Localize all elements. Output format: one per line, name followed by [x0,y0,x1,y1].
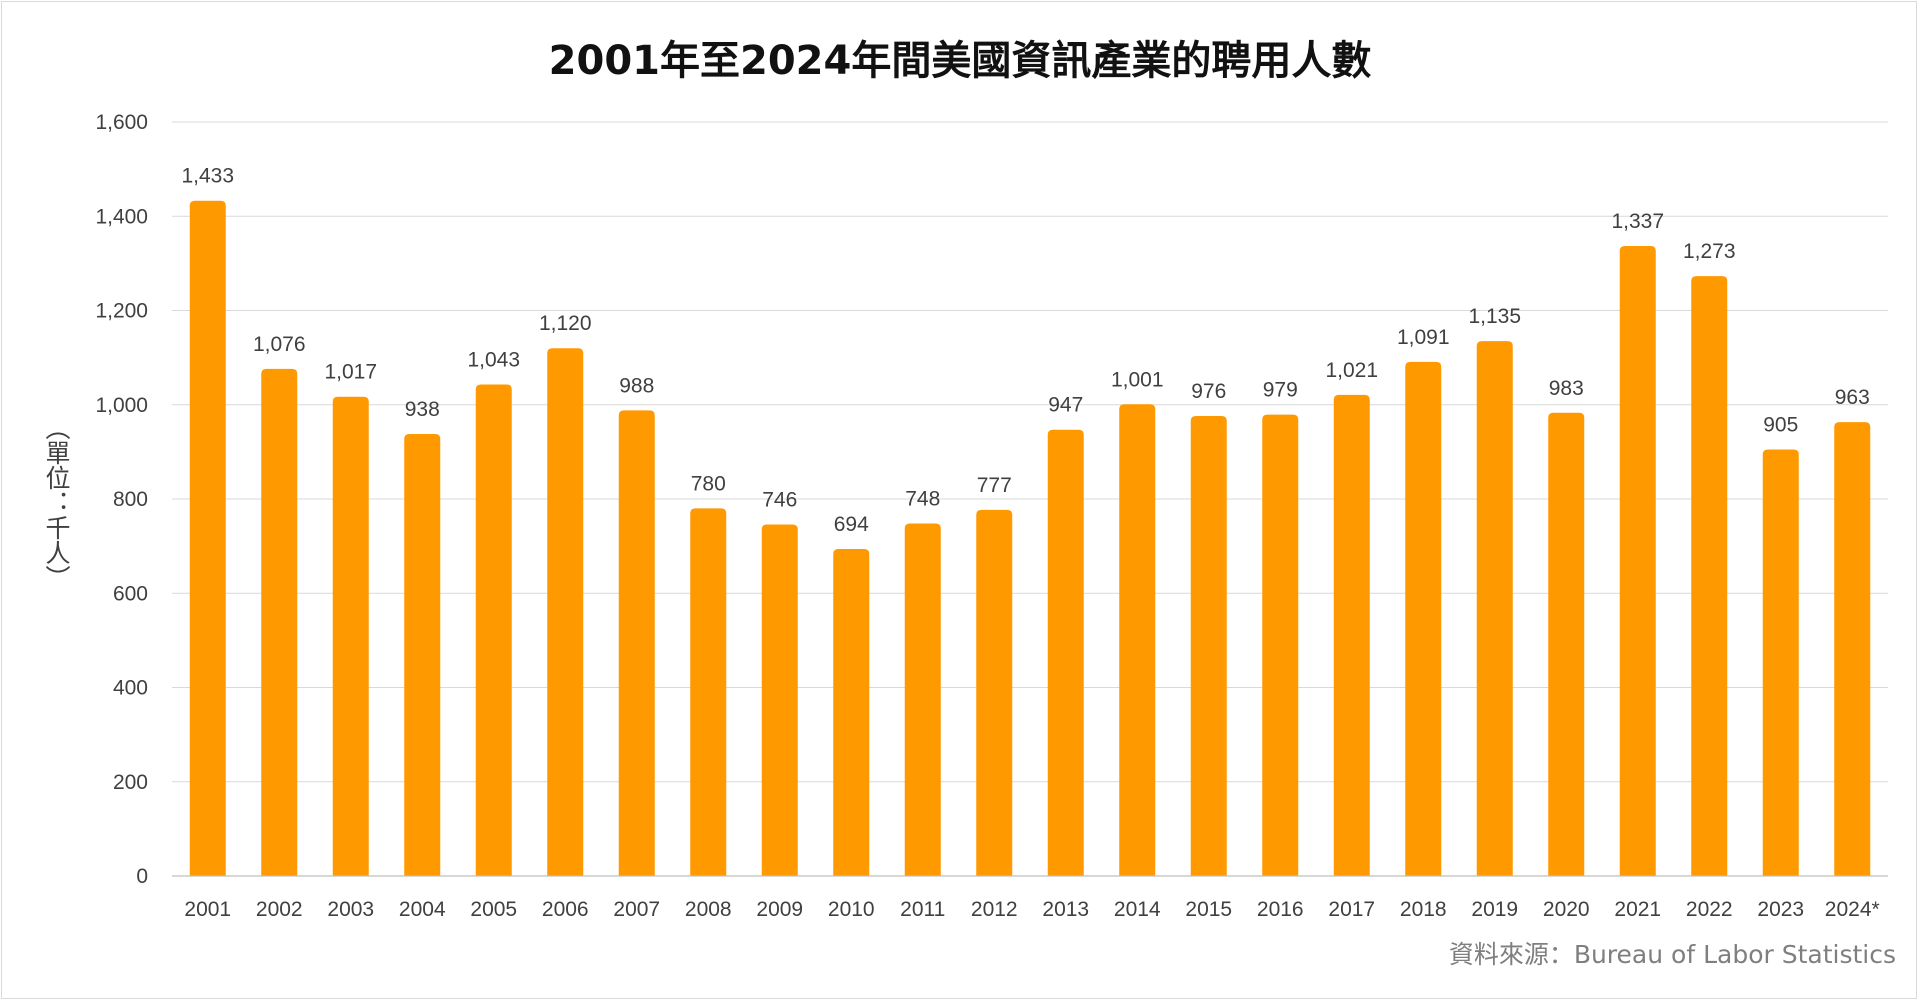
y-tick-label: 1,600 [95,111,148,134]
x-tick-label-2023: 2023 [1757,898,1804,921]
x-tick-label-2009: 2009 [756,898,803,921]
bar-2004 [404,433,441,876]
bar-2016 [1262,414,1299,876]
bar-2003 [332,396,369,876]
x-tick-label-2003: 2003 [327,898,374,921]
y-axis-label: （單位：千人） [42,415,71,590]
y-tick-label: 600 [113,582,148,605]
x-tick-label-2008: 2008 [685,898,732,921]
bar-2007 [618,410,655,876]
data-label-2015: 976 [1191,380,1226,403]
data-label-2001: 1,433 [181,165,234,188]
data-label-2008: 780 [691,472,726,495]
bar-2020 [1548,412,1585,876]
x-tick-label-2011: 2011 [900,898,945,921]
x-tick-label-2018: 2018 [1400,898,1447,921]
data-label-2020: 983 [1549,377,1584,400]
data-label-2011: 748 [905,488,940,511]
data-label-2005: 1,043 [467,348,520,371]
bar-2014 [1119,404,1156,876]
data-label-2016: 979 [1263,379,1298,402]
data-label-2021: 1,337 [1611,210,1664,233]
x-tick-label-2016: 2016 [1257,898,1304,921]
x-tick-label-2001: 2001 [184,898,231,921]
bar-2023 [1762,449,1799,876]
data-label-2023: 905 [1763,414,1798,437]
x-tick-label-2015: 2015 [1185,898,1232,921]
bar-2012 [976,509,1013,876]
y-tick-label: 400 [113,677,148,700]
y-tick-label: 800 [113,488,148,511]
data-labels: 1,433 1,076 1,017 938 1,043 1,120 988 780 746 694… [181,165,1869,536]
data-label-2017: 1,021 [1325,359,1378,382]
x-tick-label-2006: 2006 [542,898,589,921]
x-tick-label-2012: 2012 [971,898,1018,921]
bar-2013 [1047,429,1084,876]
source-note: 資料來源：Bureau of Labor Statistics [1448,940,1896,969]
x-tick-label-2019: 2019 [1471,898,1518,921]
gridlines [172,121,1888,783]
data-label-2012: 777 [977,474,1012,497]
x-tick-label-2013: 2013 [1042,898,1089,921]
x-tick-label-2021: 2021 [1614,898,1661,921]
data-label-2004: 938 [405,398,440,421]
data-label-2013: 947 [1048,394,1083,417]
bar-2018 [1405,361,1442,877]
data-label-2002: 1,076 [253,333,306,356]
x-tick-label-2004: 2004 [399,898,446,921]
x-tick-label-2010: 2010 [828,898,875,921]
y-tick-label: 200 [113,771,148,794]
data-label-2009: 746 [762,488,797,511]
bar-2008 [690,508,727,876]
data-label-2006: 1,120 [539,312,592,335]
chart-title: 2001年至2024年間美國資訊產業的聘用人數 [548,38,1372,84]
x-tick-label-2014: 2014 [1114,898,1161,921]
bar-2005 [475,384,512,876]
x-tick-label-2002: 2002 [256,898,303,921]
bar-2009 [761,524,798,876]
bar-2024* [1834,422,1871,876]
x-tick-label-2005: 2005 [470,898,517,921]
x-tick-label-2017: 2017 [1328,898,1375,921]
y-tick-label: 1,400 [95,205,148,228]
data-label-2003: 1,017 [324,361,377,384]
bar-2006 [547,348,584,876]
y-tick-label: 1,200 [95,300,148,323]
data-label-2014: 1,001 [1111,368,1164,391]
data-label-2007: 988 [619,374,654,397]
bar-2017 [1333,394,1370,876]
bar-2015 [1190,416,1227,876]
bar-2011 [904,523,941,876]
data-label-2022: 1,273 [1683,240,1736,263]
data-label-2018: 1,091 [1397,326,1450,349]
bar-2010 [833,548,870,876]
bar-2002 [261,368,298,876]
y-tick-label: 1,000 [95,394,148,417]
x-tick-label-2020: 2020 [1543,898,1590,921]
bar-2022 [1691,276,1728,876]
x-tick-labels: 2001 2002 2003 2004 2005 2006 2007 2008 2009 2010… [184,898,1879,921]
data-label-2019: 1,135 [1468,305,1521,328]
x-tick-label-2022: 2022 [1686,898,1733,921]
bars [189,200,1871,877]
bar-2021 [1619,245,1656,877]
bar-2001 [189,200,226,877]
data-label-2024*: 963 [1835,386,1870,409]
y-tick-label: 0 [136,865,148,888]
y-tick-labels: 0 200 400 600 800 1,000 1,200 1,400 1,600 [95,111,148,888]
x-tick-label-2024*: 2024* [1825,898,1880,921]
x-tick-label-2007: 2007 [613,898,660,921]
bar-2019 [1476,341,1513,877]
data-label-2010: 694 [834,513,869,536]
